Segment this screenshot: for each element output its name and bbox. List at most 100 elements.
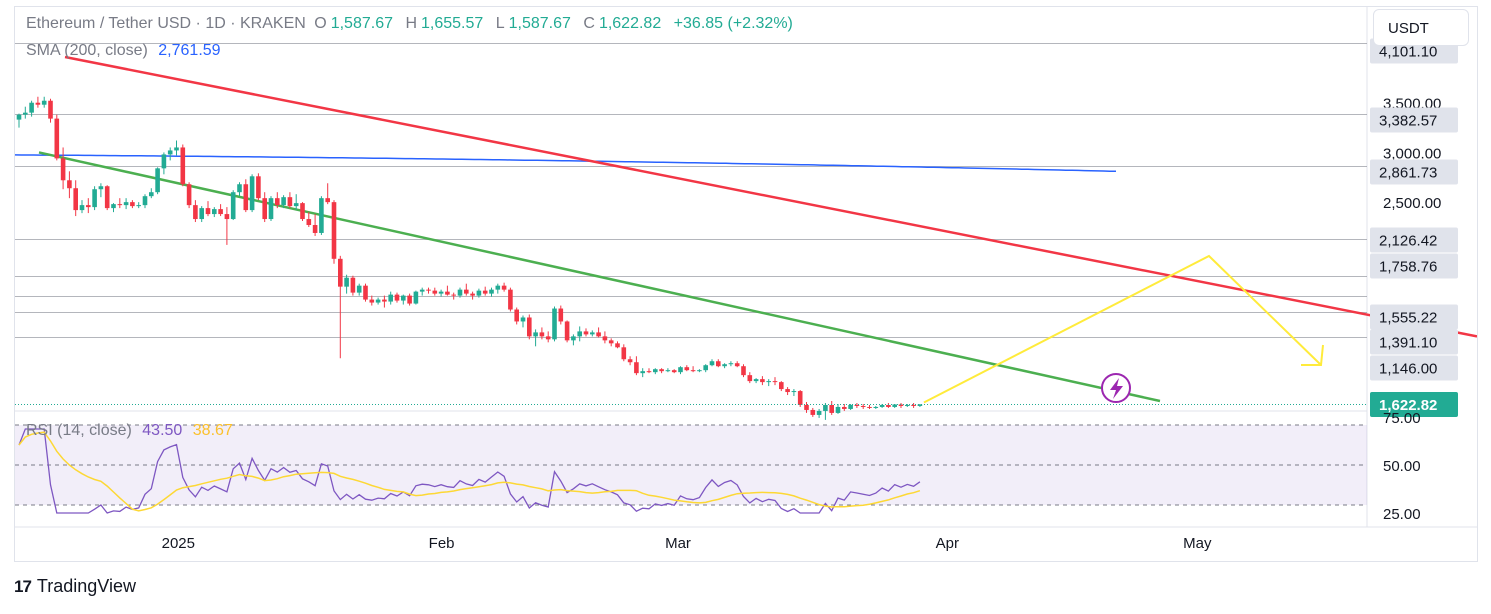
candle-body bbox=[401, 295, 406, 301]
candle-body bbox=[237, 184, 242, 193]
price-level-label: 2,861.73 bbox=[1379, 165, 1437, 182]
candle-body bbox=[394, 294, 400, 301]
price-level-label: 1,391.10 bbox=[1379, 335, 1437, 352]
candle-body bbox=[388, 294, 393, 302]
candle-body bbox=[690, 370, 696, 372]
price-level-label: 1,555.22 bbox=[1379, 310, 1437, 327]
last-price-tag bbox=[1370, 392, 1458, 417]
candle-body bbox=[722, 364, 727, 367]
candle-body bbox=[470, 293, 475, 296]
price-level-label: 3,382.57 bbox=[1379, 113, 1437, 130]
time-axis-label: 2025 bbox=[162, 535, 195, 552]
candle-body bbox=[54, 118, 60, 159]
ohlc-low: L 1,587.67 bbox=[495, 15, 571, 32]
price-axis-label: 2,500.00 bbox=[1383, 195, 1441, 212]
candle-body bbox=[860, 405, 866, 407]
price-level-tag bbox=[1370, 304, 1458, 330]
candle-body bbox=[892, 404, 897, 407]
candle-body bbox=[249, 176, 255, 211]
candle-body bbox=[741, 366, 746, 376]
candle-body bbox=[848, 404, 853, 409]
candle-body bbox=[262, 198, 267, 220]
price-level-tag bbox=[1370, 107, 1458, 133]
candle-body bbox=[300, 203, 305, 220]
candle-body bbox=[451, 294, 456, 296]
rsi-line bbox=[18, 428, 921, 514]
candle-body bbox=[772, 381, 778, 383]
candle-body bbox=[205, 208, 211, 215]
candle-body bbox=[338, 258, 343, 287]
candle-body bbox=[886, 404, 891, 407]
candle-body bbox=[464, 289, 469, 294]
candle-body bbox=[199, 208, 204, 220]
price-level-label: 2,126.42 bbox=[1379, 233, 1437, 250]
candle-body bbox=[230, 192, 236, 220]
candle-body bbox=[571, 336, 576, 341]
candle-body bbox=[413, 291, 419, 304]
sma-legend[interactable]: SMA (200, close) 2,761.59 bbox=[26, 42, 221, 60]
candle-body bbox=[615, 343, 620, 348]
time-axis-label: May bbox=[1183, 535, 1212, 552]
candle-body bbox=[331, 202, 337, 259]
price-level-tag bbox=[1370, 227, 1458, 253]
channel-upper-line bbox=[64, 55, 1477, 338]
candle-body bbox=[356, 285, 362, 293]
symbol-title: Ethereum / Tether USD · 1D · KRAKEN bbox=[26, 15, 306, 32]
candle-body bbox=[671, 370, 677, 373]
candle-body bbox=[703, 365, 708, 371]
candle-body bbox=[558, 308, 564, 322]
candle-body bbox=[898, 404, 904, 406]
candle-body bbox=[520, 317, 526, 322]
rsi-ma-value: 38.67 bbox=[192, 422, 233, 439]
price-level-tag bbox=[1370, 159, 1458, 185]
candle-body bbox=[23, 112, 28, 115]
time-axis-label: Mar bbox=[665, 535, 691, 552]
candle-body bbox=[16, 114, 22, 120]
candle-body bbox=[716, 361, 721, 367]
price-level-label: 1,758.76 bbox=[1379, 259, 1437, 276]
candle-body bbox=[275, 198, 280, 206]
candle-body bbox=[104, 186, 110, 209]
candle-body bbox=[180, 147, 186, 185]
candle-body bbox=[167, 150, 173, 155]
rsi-label: RSI (14, close) bbox=[26, 422, 132, 439]
candle-body bbox=[212, 209, 217, 215]
candle-body bbox=[501, 285, 507, 290]
rsi-axis-label: 50.00 bbox=[1383, 458, 1421, 475]
sma-200-line bbox=[15, 154, 1117, 173]
candle-body bbox=[917, 404, 923, 406]
candle-body bbox=[640, 371, 645, 374]
candle-body bbox=[432, 290, 438, 294]
candle-body bbox=[760, 379, 765, 383]
candle-body bbox=[621, 347, 627, 360]
candle-body bbox=[438, 291, 444, 294]
rsi-axis-label: 75.00 bbox=[1383, 410, 1421, 427]
candle-body bbox=[514, 309, 519, 322]
candle-body bbox=[293, 203, 299, 207]
rsi-legend[interactable]: RSI (14, close) 43.50 38.67 bbox=[26, 422, 233, 440]
sma-label: SMA (200, close) bbox=[26, 42, 148, 59]
candle-body bbox=[79, 205, 85, 211]
candle-body bbox=[136, 205, 141, 207]
candle-body bbox=[659, 369, 664, 372]
candle-body bbox=[791, 391, 797, 393]
candle-body bbox=[527, 317, 532, 337]
candle-body bbox=[842, 406, 847, 409]
ohlc-open: O 1,587.67 bbox=[314, 15, 393, 32]
candle-body bbox=[130, 202, 135, 207]
ohlc-close: C 1,622.82 bbox=[583, 15, 662, 32]
chart-canvas[interactable]: 4,000.003,500.003,000.002,500.00500.004,… bbox=[15, 7, 1477, 561]
candle-body bbox=[810, 409, 816, 415]
tradingview-brand[interactable]: 17 TradingView bbox=[14, 576, 136, 597]
candle-body bbox=[577, 331, 582, 337]
rsi-axis-label: 25.00 bbox=[1383, 506, 1421, 523]
candle-body bbox=[829, 404, 834, 413]
currency-button[interactable]: USDT bbox=[1373, 9, 1469, 46]
last-price-label: 1,622.82 bbox=[1379, 397, 1437, 414]
candle-body bbox=[627, 359, 633, 363]
candle-body bbox=[92, 189, 97, 208]
candle-body bbox=[873, 406, 879, 408]
candle-body bbox=[268, 198, 274, 220]
candle-body bbox=[495, 285, 501, 290]
candle-body bbox=[753, 379, 759, 382]
